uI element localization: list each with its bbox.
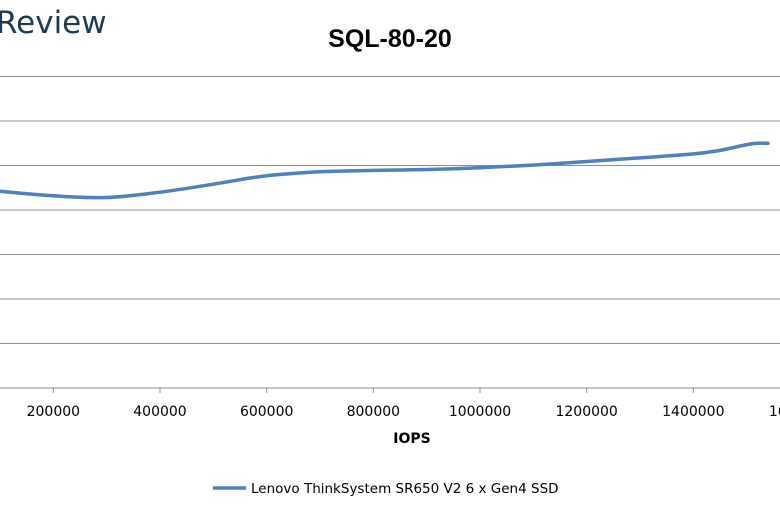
data-point <box>105 196 109 200</box>
data-point <box>425 168 429 172</box>
data-point <box>265 174 269 178</box>
data-point <box>766 141 770 145</box>
data-point <box>158 190 162 194</box>
series-layer <box>0 141 770 200</box>
series-line <box>0 141 770 200</box>
x-tick-label: 800000 <box>347 404 400 420</box>
data-point <box>638 156 642 160</box>
data-point <box>755 141 759 145</box>
chart-title: SQL-80-20 <box>328 25 452 53</box>
data-point <box>318 170 322 174</box>
data-point <box>0 189 2 193</box>
x-axis-label: IOPS <box>393 431 430 447</box>
gridlines <box>0 76 780 389</box>
x-tick-label: 1400000 <box>662 404 724 420</box>
brand-logo-text: Review <box>0 5 107 41</box>
x-tick-label: 1600000 <box>769 404 780 420</box>
x-tick-label: 1200000 <box>555 404 617 420</box>
data-point <box>211 182 215 186</box>
x-tick-label: 1000000 <box>449 404 511 420</box>
legend-label: Lenovo ThinkSystem SR650 V2 6 x Gen4 SSD <box>251 481 559 497</box>
data-point <box>51 194 55 198</box>
data-point <box>718 148 722 152</box>
data-point <box>531 163 535 167</box>
x-tick-label: 400000 <box>133 404 186 420</box>
data-point <box>745 143 749 147</box>
data-point <box>691 152 695 156</box>
legend: Lenovo ThinkSystem SR650 V2 6 x Gen4 SSD <box>213 481 559 497</box>
x-axis-ticks: 200000 400000 600000 800000 1000000 1200000 14… <box>27 388 780 420</box>
data-point <box>478 166 482 170</box>
data-point <box>585 159 589 163</box>
data-point <box>371 168 375 172</box>
x-tick-label: 600000 <box>240 404 293 420</box>
x-tick-label: 200000 <box>27 404 80 420</box>
